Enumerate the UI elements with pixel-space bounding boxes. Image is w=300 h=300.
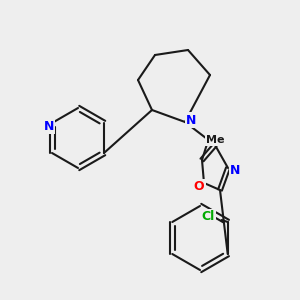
Text: N: N [230, 164, 240, 176]
Text: Cl: Cl [201, 211, 214, 224]
Text: O: O [194, 181, 204, 194]
Text: N: N [44, 119, 54, 133]
Text: N: N [186, 113, 196, 127]
Text: Me: Me [206, 135, 224, 145]
